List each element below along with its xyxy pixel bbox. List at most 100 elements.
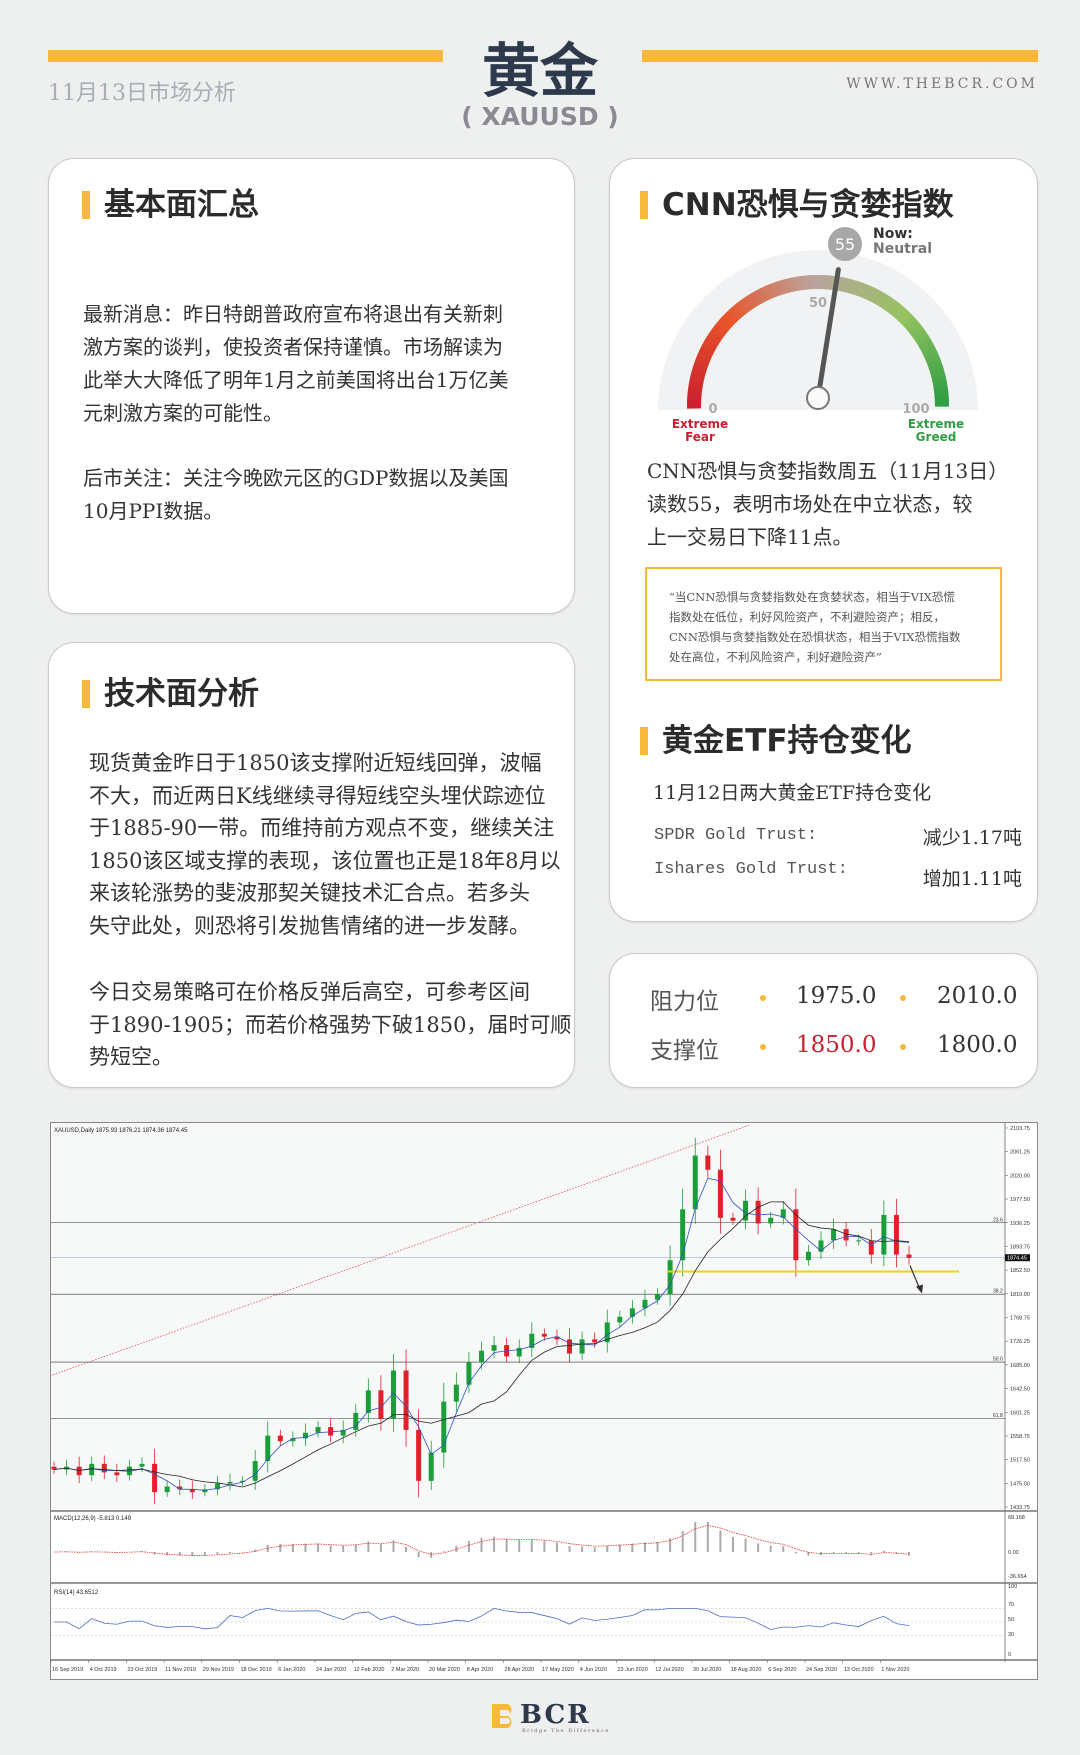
resistance-1: 1975.0 bbox=[796, 983, 877, 1009]
x-tick-label: 17 May 2020 bbox=[542, 1667, 574, 1673]
bullet bbox=[900, 1044, 906, 1050]
rsi-tick-label: 0 bbox=[1008, 1652, 1011, 1658]
candle-body bbox=[768, 1217, 774, 1224]
gauge-tick-50: 50 bbox=[809, 296, 827, 311]
text-line: CNN恐惧与贪婪指数周五（11月13日） bbox=[647, 459, 1009, 483]
candle-body bbox=[805, 1251, 811, 1261]
text-line: 激方案的谈判，使投资者保持谨慎。市场解读为 bbox=[83, 335, 503, 359]
candle-body bbox=[680, 1209, 686, 1261]
extreme-fear-label-1: Extreme bbox=[672, 417, 728, 431]
text-line: 读数55，表明市场处在中立状态，较 bbox=[647, 492, 973, 516]
arrow-head bbox=[916, 1284, 923, 1294]
website-link[interactable]: WWW.THEBCR.COM bbox=[846, 76, 1038, 92]
rsi-line bbox=[54, 1607, 910, 1630]
candle-body bbox=[378, 1390, 384, 1419]
header-bar-left bbox=[48, 50, 443, 62]
fear-greed-gauge: 55 Now: Neutral 50 0 100 Extreme Fear Ex… bbox=[658, 226, 978, 444]
y-tick-label: 1936.25 bbox=[1010, 1221, 1030, 1227]
candle-body bbox=[881, 1214, 887, 1255]
candle-body bbox=[126, 1466, 132, 1476]
technical-title: 技术面分析 bbox=[82, 677, 259, 711]
candle-body bbox=[755, 1200, 761, 1224]
extreme-greed-label-2: Greed bbox=[916, 430, 957, 444]
fundamentals-news: 最新消息：昨日特朗普政府宣布将退出有关新刺 激方案的谈判，使投资者保持谨慎。市场… bbox=[83, 298, 508, 430]
gauge-needle bbox=[815, 267, 841, 401]
gauge-value-bubble bbox=[828, 227, 862, 261]
candle-body bbox=[202, 1489, 208, 1493]
candle-body bbox=[265, 1435, 271, 1462]
candle-body bbox=[592, 1339, 598, 1343]
x-tick-label: 8 Apr 2020 bbox=[467, 1667, 494, 1673]
text-line: 于1885-90一带。而维持前方观点不变，继续关注 bbox=[89, 816, 555, 840]
support-label: 支撑位 bbox=[650, 1038, 719, 1064]
moving-average-line bbox=[53, 1201, 910, 1488]
bullet bbox=[760, 1044, 766, 1050]
candle-body bbox=[51, 1466, 57, 1470]
macd-label: MACD(12,26,9) -5.813 0.149 bbox=[54, 1516, 132, 1522]
extreme-fear-label-2: Fear bbox=[685, 430, 715, 444]
candle-body bbox=[139, 1463, 145, 1467]
candle-body bbox=[416, 1429, 422, 1481]
cnn-quote-box: “当CNN恐惧与贪婪指数处在贪婪状态，相当于VIX恐慌 指数处在低位，利好风险资… bbox=[645, 567, 1002, 681]
macd-tick-label: 68.168 bbox=[1008, 1515, 1025, 1521]
rsi-label: RSI(14) 43.6512 bbox=[54, 1590, 99, 1596]
candle-body bbox=[152, 1463, 158, 1493]
rsi-tick-label: 100 bbox=[1008, 1584, 1017, 1590]
candle-body bbox=[516, 1347, 522, 1357]
fib-label: 61.8 bbox=[993, 1413, 1003, 1419]
symbol-subtitle: ( XAUUSD ) bbox=[461, 102, 619, 131]
candle-body bbox=[667, 1260, 673, 1295]
x-tick-label: 4 Jun 2020 bbox=[580, 1667, 607, 1673]
y-tick-label: 1977.50 bbox=[1010, 1197, 1030, 1203]
text-line: 今日交易策略可在价格反弹后高空，可参考区间 bbox=[89, 980, 530, 1004]
moving-average-line bbox=[53, 1177, 910, 1491]
x-tick-label: 12 Feb 2020 bbox=[354, 1667, 385, 1673]
gauge-state: Neutral bbox=[873, 241, 932, 257]
candle-body bbox=[655, 1294, 661, 1300]
y-tick-label: 2103.75 bbox=[1010, 1126, 1030, 1132]
candle-body bbox=[227, 1481, 233, 1484]
y-tick-label: 1517.50 bbox=[1010, 1458, 1030, 1464]
fundamentals-outlook: 后市关注：关注今晚欧元区的GDP数据以及美国 10月PPI数据。 bbox=[83, 462, 508, 528]
macd-tick-label: -36.654 bbox=[1008, 1574, 1027, 1580]
y-tick-label: 1601.25 bbox=[1010, 1410, 1030, 1416]
trend-line bbox=[50, 1124, 751, 1377]
etf-title: 黄金ETF持仓变化 bbox=[640, 724, 912, 758]
text-line: 10月PPI数据。 bbox=[83, 499, 224, 523]
candle-body bbox=[76, 1466, 82, 1476]
candle-body bbox=[189, 1489, 195, 1493]
bcr-tagline: Bridge The Difference bbox=[522, 1728, 610, 1734]
y-tick-label: 1685.00 bbox=[1010, 1363, 1030, 1369]
arrow-line bbox=[909, 1265, 921, 1290]
candle-body bbox=[818, 1240, 824, 1252]
x-tick-label: 30 Jul 2020 bbox=[693, 1667, 721, 1673]
cnn-description: CNN恐惧与贪婪指数周五（11月13日） 读数55，表明市场处在中立状态，较 上… bbox=[647, 455, 1008, 554]
etf-subtitle: 11月12日两大黄金ETF持仓变化 bbox=[653, 782, 932, 804]
y-tick-label: 2061.25 bbox=[1010, 1150, 1030, 1156]
candle-body bbox=[604, 1322, 610, 1343]
candle-body bbox=[579, 1339, 585, 1354]
fundamentals-title: 基本面汇总 bbox=[82, 188, 259, 222]
x-tick-label: 29 Nov 2019 bbox=[203, 1667, 234, 1673]
text-line: 后市关注：关注今晚欧元区的GDP数据以及美国 bbox=[83, 466, 509, 490]
etf-row-change: 增加1.11吨 bbox=[922, 868, 1022, 890]
candle-body bbox=[441, 1401, 447, 1453]
candle-body bbox=[290, 1438, 296, 1442]
x-tick-label: 24 Jan 2020 bbox=[316, 1667, 346, 1673]
fib-label: 23.6 bbox=[993, 1217, 1003, 1223]
cnn-title: CNN恐惧与贪婪指数 bbox=[640, 188, 954, 222]
text-line: 1850该区域支撑的表现，该位置也正是18年8月以 bbox=[89, 848, 561, 873]
candle-body bbox=[302, 1432, 308, 1439]
text-line: “当CNN恐惧与贪婪指数处在贪婪状态，相当于VIX恐慌 bbox=[669, 590, 955, 604]
resistance-label: 阻力位 bbox=[650, 989, 719, 1015]
x-tick-label: 24 Sep 2020 bbox=[806, 1667, 837, 1673]
text-line: 指数处在低位，利好风险资产，不利避险资产；相反， bbox=[669, 610, 945, 624]
candle-body bbox=[353, 1412, 359, 1430]
candle-body bbox=[89, 1463, 95, 1476]
header-bar-right bbox=[642, 50, 1038, 62]
candle-body bbox=[717, 1169, 723, 1218]
price-chart[interactable]: 2103.75 2061.25 2020.00 1977.50 1936.25 1893.… bbox=[50, 1122, 1038, 1680]
page-title: 黄金 bbox=[481, 37, 598, 105]
candle-body bbox=[541, 1333, 547, 1337]
text-line: 于1890-1905；而若价格强势下破1850，届时可顺 bbox=[89, 1012, 572, 1037]
